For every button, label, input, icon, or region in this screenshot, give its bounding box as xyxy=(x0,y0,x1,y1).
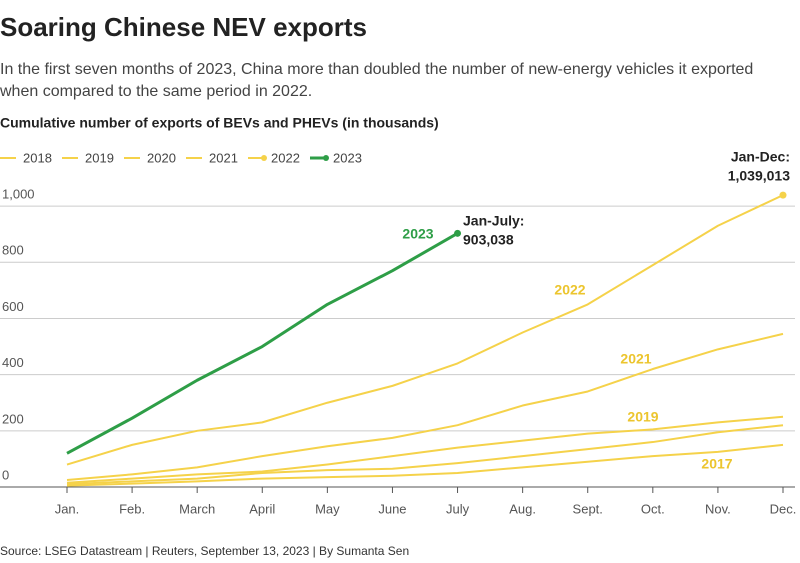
line-series xyxy=(66,232,459,455)
line-series xyxy=(66,415,784,484)
chart-title: Soaring Chinese NEV exports xyxy=(0,12,367,42)
line-series xyxy=(66,424,784,486)
line-label: 2017 xyxy=(701,456,732,472)
line-label: 2019 xyxy=(627,409,658,425)
x-tick-label: July xyxy=(446,501,470,516)
x-tick-label: June xyxy=(378,501,406,516)
legend-label: 2019 xyxy=(85,150,114,165)
legend-label: 2020 xyxy=(147,150,176,165)
axis-title: Cumulative number of exports of BEVs and… xyxy=(0,115,439,131)
end-marker xyxy=(454,229,462,237)
line-series xyxy=(66,443,784,487)
x-tick-label: Jan. xyxy=(55,501,80,516)
subtitle: when compared to the same period in 2022… xyxy=(0,83,312,100)
subtitle: In the first seven months of 2023, China… xyxy=(0,61,753,78)
x-tick-label: Aug. xyxy=(509,501,536,516)
line-label: 2023 xyxy=(402,226,433,242)
x-tick-label: Dec. xyxy=(770,501,797,516)
y-tick-label: 0 xyxy=(2,467,9,482)
legend-marker xyxy=(323,155,329,161)
annotation: Jan-July: xyxy=(463,213,524,229)
y-tick-label: 1,000 xyxy=(2,187,35,202)
y-tick-label: 400 xyxy=(2,355,24,370)
legend-label: 2018 xyxy=(23,150,52,165)
x-tick-label: May xyxy=(315,501,340,516)
x-tick-label: Feb. xyxy=(119,501,145,516)
legend-label: 2021 xyxy=(209,150,238,165)
x-tick-label: April xyxy=(249,501,275,516)
line-series xyxy=(66,194,784,466)
line-label: 2021 xyxy=(620,351,651,367)
x-tick-label: March xyxy=(179,501,215,516)
end-marker xyxy=(779,191,787,199)
annotation: 903,038 xyxy=(463,232,514,248)
legend-marker xyxy=(261,155,267,161)
x-tick-label: Oct. xyxy=(641,501,665,516)
annotation: 1,039,013 xyxy=(728,168,790,184)
line-series xyxy=(66,332,784,481)
annotation: Jan-Dec: xyxy=(731,149,790,165)
line-label: 2022 xyxy=(554,282,585,298)
x-tick-label: Sept. xyxy=(573,501,603,516)
source: Source: LSEG Datastream | Reuters, Septe… xyxy=(0,544,409,558)
legend-label: 2023 xyxy=(333,150,362,165)
y-tick-label: 200 xyxy=(2,411,24,426)
y-tick-label: 800 xyxy=(2,243,24,258)
legend-label: 2022 xyxy=(271,150,300,165)
y-tick-label: 600 xyxy=(2,299,24,314)
x-tick-label: Nov. xyxy=(705,501,731,516)
